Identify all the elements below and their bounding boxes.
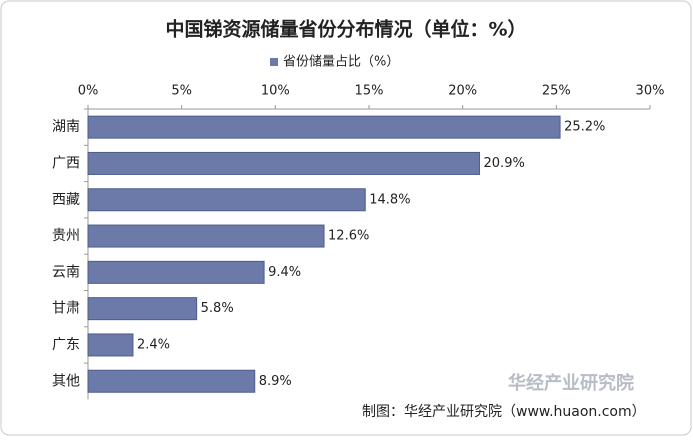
value-label: 9.4% — [268, 265, 301, 280]
bar — [87, 224, 325, 248]
bar — [87, 297, 198, 321]
bar — [87, 260, 265, 284]
x-tick-label: 25% — [542, 84, 571, 99]
bar — [87, 188, 366, 212]
source: 制图：华经产业研究院（www.huaon.com） — [362, 404, 646, 420]
x-tick-label: 15% — [355, 84, 384, 99]
y-tick-label: 广西 — [52, 155, 80, 171]
value-label: 8.9% — [259, 374, 292, 389]
value-label: 25.2% — [564, 120, 605, 135]
watermark: 华经产业研究院 — [508, 372, 634, 394]
bar — [87, 115, 561, 139]
x-tick-label: 30% — [636, 84, 665, 99]
x-tick-label: 0% — [78, 84, 99, 99]
legend-label: 省份储量占比（%） — [283, 55, 399, 70]
y-tick-label: 云南 — [52, 264, 80, 280]
value-label: 5.8% — [201, 301, 234, 316]
chart-title: 中国锑资源储量省份分布情况（单位：%） — [165, 18, 526, 41]
y-tick-label: 甘肃 — [52, 301, 80, 317]
x-tick-label: 10% — [261, 84, 290, 99]
value-label: 2.4% — [137, 337, 170, 352]
y-tick-label: 其他 — [52, 373, 80, 389]
x-tick-label: 20% — [448, 84, 477, 99]
legend-swatch — [270, 58, 278, 66]
bar — [87, 151, 481, 175]
y-tick-label: 湖南 — [52, 119, 80, 135]
value-label: 14.8% — [369, 192, 410, 207]
value-label: 12.6% — [328, 229, 369, 244]
bar — [87, 333, 134, 357]
y-tick-label: 贵州 — [52, 228, 80, 244]
value-label: 20.9% — [484, 156, 525, 171]
x-tick-label: 5% — [171, 84, 192, 99]
y-tick-label: 西藏 — [52, 192, 80, 208]
y-tick-label: 广东 — [52, 337, 80, 353]
bar — [87, 369, 256, 393]
